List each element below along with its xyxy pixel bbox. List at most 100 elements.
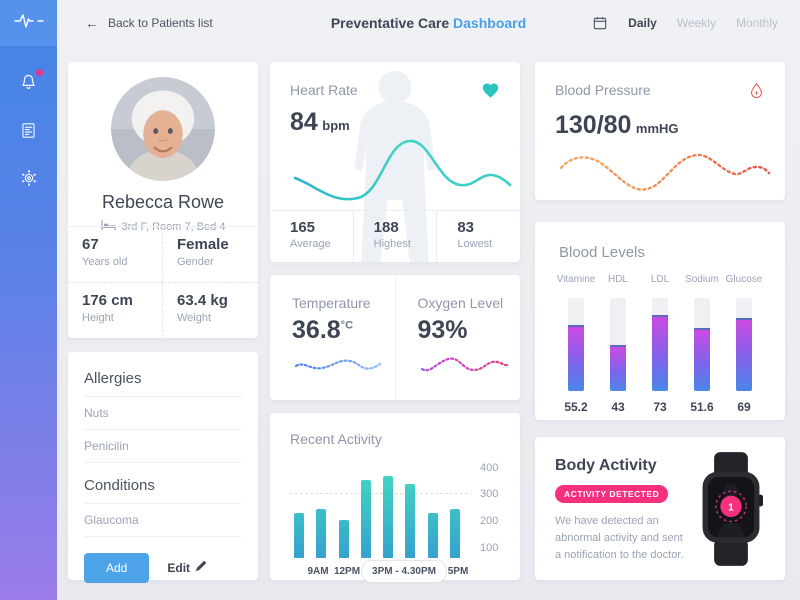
pencil-icon <box>195 561 206 575</box>
activity-bar <box>294 513 304 558</box>
recent-activity-title: Recent Activity <box>290 431 382 447</box>
x-label-9AM: 9AM <box>307 566 329 577</box>
reports-document-icon[interactable] <box>17 118 41 142</box>
activity-detected-badge: ACTIVITY DETECTED <box>555 485 669 503</box>
blood-pressure-sparkline <box>559 153 771 191</box>
body-activity-message: We have detected an abnormal activity an… <box>555 515 684 562</box>
body-activity-card: Body Activity ACTIVITY DETECTED We have … <box>535 437 785 580</box>
patient-name: Rebecca Rowe <box>101 192 225 212</box>
sidebar-nav <box>0 69 57 190</box>
condition-item: Glaucoma <box>84 504 242 537</box>
allergies-card: Allergies Nuts Penicilin Conditions Glau… <box>68 352 258 583</box>
level-bar <box>568 324 584 391</box>
recent-activity-chart: 400 300 200 100 <box>290 461 500 558</box>
calendar-icon[interactable] <box>592 15 608 31</box>
tab-monthly[interactable]: Monthly <box>735 16 778 30</box>
oxygen-section: Oxygen Level 93% <box>394 275 521 400</box>
y-tick-400: 400 <box>480 462 499 474</box>
patient-card: Rebecca Rowe 3rd F, Room 7, Bed 4 67 Yea… <box>68 62 258 338</box>
app-logo[interactable] <box>0 0 57 46</box>
oxygen-sparkline <box>420 357 508 372</box>
gridline-300 <box>290 493 468 494</box>
activity-bar <box>405 484 416 558</box>
hr-stat-average: 165 Average <box>290 219 331 250</box>
notifications-bell-icon[interactable] <box>17 69 43 94</box>
level-bar <box>610 344 626 391</box>
page-title-accent: Dashboard <box>453 15 527 31</box>
blood-levels-card: Blood Levels Vitamine 55.2 HDL 43 LDL 73… <box>535 222 785 420</box>
oxygen-title: Oxygen Level <box>417 295 504 311</box>
x-label-5PM: 5PM <box>447 566 469 577</box>
recent-activity-card: Recent Activity 400 300 200 100 9AM 12PM 3PM … <box>270 413 520 583</box>
level-col-hdl: HDL 43 <box>607 274 628 414</box>
add-button[interactable]: Add <box>84 553 150 583</box>
heart-rate-value: 84 bpm <box>290 108 350 136</box>
level-col-sodium: Sodium 51.6 <box>685 274 719 414</box>
activity-bar <box>316 509 327 558</box>
blood-pressure-title: Blood Pressure <box>555 82 651 98</box>
edit-button[interactable]: Edit <box>167 561 206 575</box>
temperature-value: 36.8°C <box>292 316 354 344</box>
blood-pressure-card: Blood Pressure 130/80 mmHG <box>535 62 785 200</box>
patient-stat-gender: Female Gender <box>163 227 258 283</box>
sidebar <box>0 0 57 600</box>
level-bar <box>694 327 710 391</box>
allergy-item: Nuts <box>84 397 242 430</box>
activity-bar <box>383 476 394 558</box>
hr-stat-highest: 188 Highest <box>352 211 437 262</box>
blood-levels-title: Blood Levels <box>559 244 645 261</box>
back-to-patients-link[interactable]: ← Back to Patients list <box>85 15 213 31</box>
activity-bar <box>427 513 438 558</box>
back-arrow-icon: ← <box>85 15 99 31</box>
x-label-12PM: 12PM <box>333 566 361 577</box>
level-bar <box>652 314 668 391</box>
level-col-ldl: LDL 73 <box>650 274 670 414</box>
level-bar <box>736 318 752 391</box>
back-label: Back to Patients list <box>108 16 213 30</box>
heart-rate-card: Heart Rate 84 bpm 165 Average 188 Highes… <box>270 62 520 262</box>
level-col-vitamine: Vitamine 55.2 <box>556 274 596 414</box>
allergy-item: Penicilin <box>84 430 242 463</box>
pulse-icon <box>13 11 44 36</box>
allergies-title: Allergies <box>84 370 242 397</box>
heart-rate-title: Heart Rate <box>290 82 358 98</box>
oxygen-value: 93% <box>417 316 468 344</box>
patient-stat-height: 176 cm Height <box>68 282 163 338</box>
blood-drop-icon <box>748 82 765 106</box>
temperature-title: Temperature <box>292 295 371 311</box>
conditions-title: Conditions <box>84 477 242 504</box>
heart-rate-sparkline <box>293 139 512 201</box>
bed-icon <box>100 219 116 234</box>
level-col-glucose: Glucose 69 <box>725 274 763 414</box>
activity-bar <box>449 509 460 558</box>
blood-pressure-value: 130/80 mmHG <box>555 111 679 139</box>
smartwatch-illustration: 1 <box>702 452 763 566</box>
notification-dot <box>35 69 43 76</box>
temperature-sparkline <box>294 359 382 370</box>
watch-notification-count: 1 <box>728 502 734 513</box>
y-tick-300: 300 <box>480 488 499 500</box>
blood-levels-chart: Vitamine 55.2 HDL 43 LDL 73 Sodium 51.6 … <box>556 274 763 414</box>
vitals-card: Temperature 36.8°C Oxygen Level 93% <box>270 275 520 400</box>
patient-stat-weight: 63.4 kg Weight <box>177 291 228 324</box>
activity-x-axis: 9AM 12PM 3PM - 4.30PM 5PM <box>290 558 500 584</box>
heart-icon <box>481 82 500 104</box>
y-tick-200: 200 <box>480 515 499 527</box>
patient-stat-age: 67 Years old <box>68 227 163 283</box>
patient-stats-grid: 67 Years old Female Gender 176 cm Height… <box>68 226 258 338</box>
settings-gear-icon[interactable] <box>17 166 41 190</box>
top-bar: ← Back to Patients list Preventative Car… <box>57 0 800 46</box>
hr-stat-lowest: 83 Lowest <box>436 211 520 262</box>
activity-bar <box>338 520 349 558</box>
body-activity-title: Body Activity <box>555 457 657 474</box>
temperature-section: Temperature 36.8°C <box>270 275 395 400</box>
patient-avatar <box>111 77 215 181</box>
tab-daily[interactable]: Daily <box>628 16 657 30</box>
period-switcher: Daily Weekly Monthly <box>592 15 778 31</box>
y-tick-100: 100 <box>480 542 499 554</box>
heart-rate-stats: 165 Average 188 Highest 83 Lowest <box>270 210 520 262</box>
activity-bar <box>360 480 371 558</box>
tab-weekly[interactable]: Weekly <box>676 16 716 30</box>
time-range-selector[interactable]: 3PM - 4.30PM <box>361 560 447 583</box>
